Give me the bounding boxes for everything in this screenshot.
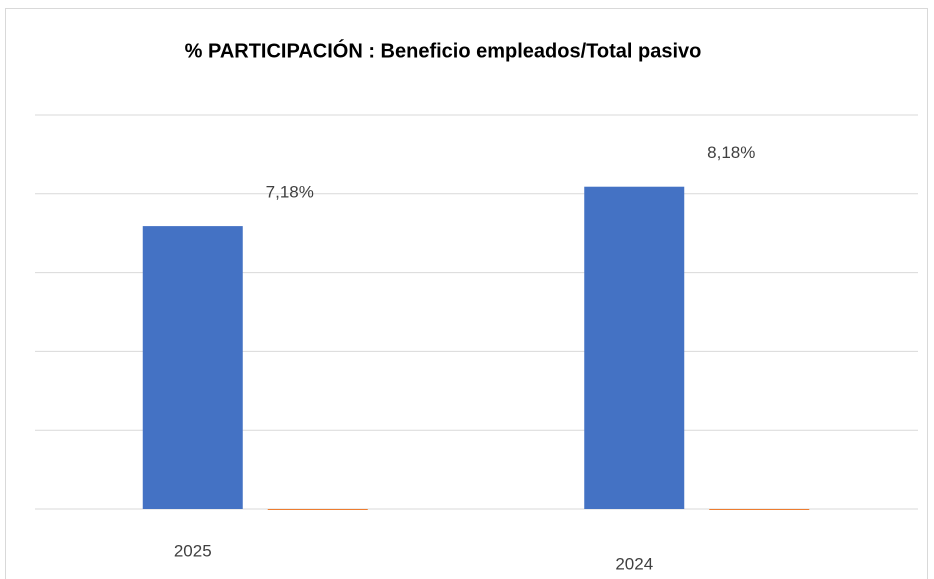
data-label: 8,18%	[707, 143, 755, 162]
bar	[584, 186, 685, 509]
x-tick-label: 2024	[615, 554, 653, 573]
bar	[709, 509, 810, 510]
bar	[267, 509, 368, 510]
chart-title: % PARTICIPACIÓN : Beneficio empleados/To…	[185, 38, 702, 62]
data-label: 7,18%	[266, 183, 314, 202]
x-tick-label: 2025	[174, 541, 212, 560]
bar	[142, 226, 243, 509]
